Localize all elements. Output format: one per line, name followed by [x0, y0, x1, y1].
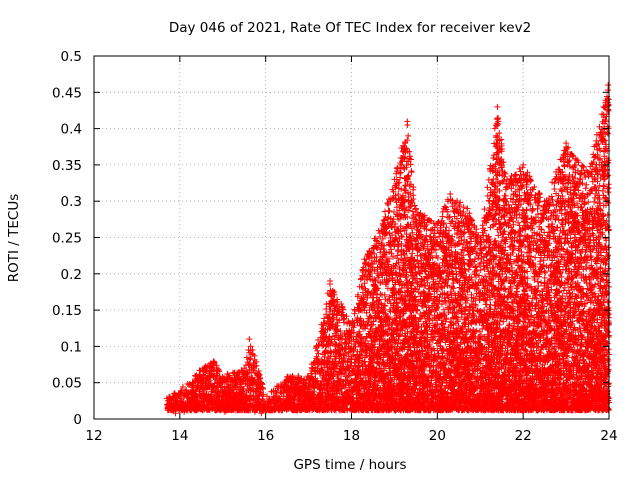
- data-point: [395, 241, 402, 248]
- data-point: [174, 395, 181, 402]
- data-point: [213, 362, 220, 369]
- data-point: [179, 383, 186, 390]
- data-point: [214, 366, 221, 373]
- chart-title: Day 046 of 2021, Rate Of TEC Index for r…: [169, 20, 531, 36]
- data-point: [182, 388, 189, 395]
- data-point: [185, 381, 192, 388]
- data-points: [163, 82, 612, 417]
- data-point: [201, 372, 208, 379]
- data-point: [258, 410, 265, 417]
- data-point: [410, 272, 417, 279]
- data-point: [494, 103, 501, 110]
- data-point: [197, 374, 204, 381]
- grid: [94, 56, 609, 419]
- data-point: [326, 280, 333, 287]
- data-point: [386, 207, 393, 214]
- data-point: [417, 293, 424, 300]
- data-point: [246, 336, 253, 343]
- data-point: [605, 82, 612, 89]
- data-point: [384, 285, 391, 292]
- data-point: [472, 263, 479, 270]
- data-point: [423, 232, 430, 239]
- data-point: [319, 342, 326, 349]
- data-point: [404, 122, 411, 129]
- data-point: [405, 132, 412, 139]
- data-point: [394, 252, 401, 259]
- data-point: [216, 368, 223, 375]
- data-point: [208, 393, 215, 400]
- data-point: [314, 347, 321, 354]
- data-point: [211, 389, 218, 396]
- data-point: [447, 190, 454, 197]
- data-point: [408, 168, 415, 175]
